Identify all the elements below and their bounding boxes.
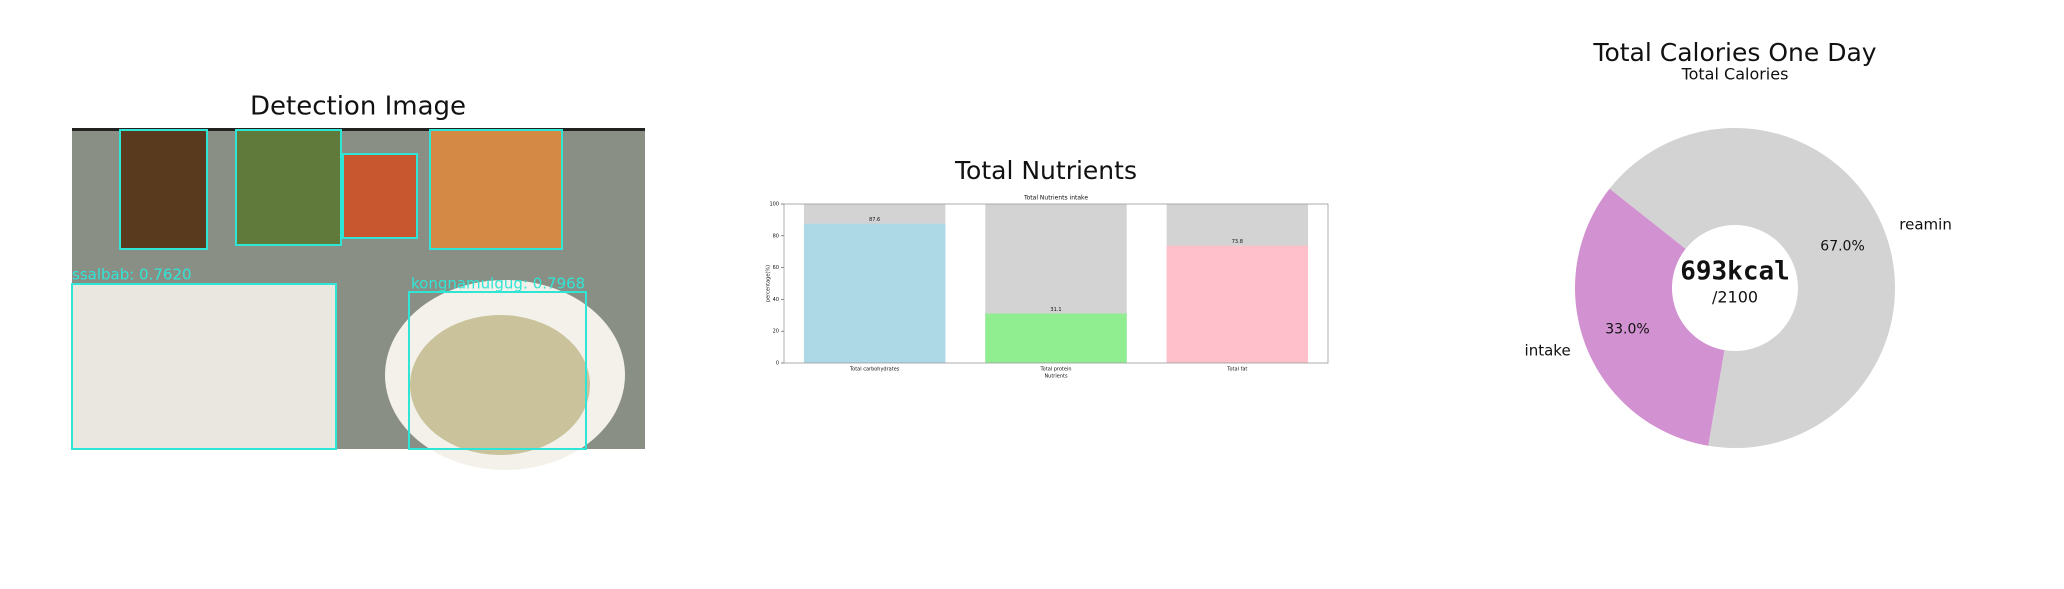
- value-label: 87.6: [869, 217, 880, 223]
- detection-label: ssalbab: 0.7620: [72, 266, 192, 284]
- x-axis-label: Nutrients: [1044, 374, 1068, 380]
- percent-label: 33.0%: [1605, 321, 1649, 337]
- plot-frame: [783, 203, 1329, 364]
- segment-label: intake: [1525, 342, 1571, 360]
- detection-label: kongnamulgug: 0.7968: [411, 275, 585, 293]
- detection-title: Detection Image: [250, 92, 466, 122]
- y-tick-label: 60: [773, 265, 779, 271]
- percent-label: 67.0%: [1820, 239, 1864, 255]
- center-value: 693kcal: [1680, 257, 1790, 287]
- y-tick-label: 100: [769, 202, 779, 208]
- chart-title: Total Calories One Day: [1592, 38, 1876, 67]
- chart-subtitle: Total Nutrients intake: [1023, 195, 1088, 202]
- y-tick-label: 80: [773, 233, 779, 239]
- chart-subtitle: Total Calories: [1681, 65, 1789, 84]
- segment-label: reamin: [1899, 215, 1952, 233]
- value-label: 73.8: [1232, 239, 1243, 245]
- nutrients-chart: Total Nutrients Total Nutrients intake per…: [766, 156, 1329, 380]
- y-axis-label: percentage(%): [766, 265, 772, 302]
- bar: [985, 313, 1127, 363]
- bar: [1166, 245, 1309, 363]
- donut-segment: [1574, 188, 1725, 446]
- x-tick-label: Total protein: [1039, 367, 1071, 373]
- x-tick-label: Total fat: [1226, 367, 1247, 373]
- chart-title: Total Nutrients: [954, 156, 1137, 185]
- y-tick-label: 0: [776, 361, 779, 367]
- bar: [803, 223, 946, 363]
- detection-image: ssalbab: 0.7620 kongnamulgug: 0.7968: [71, 128, 645, 470]
- y-tick-label: 40: [773, 297, 779, 303]
- donut-segment: [1609, 128, 1896, 449]
- x-tick-label: Total carbohydrates: [849, 367, 900, 373]
- value-label: 31.1: [1050, 307, 1061, 313]
- center-target: /2100: [1712, 288, 1758, 307]
- y-tick-label: 20: [773, 329, 779, 335]
